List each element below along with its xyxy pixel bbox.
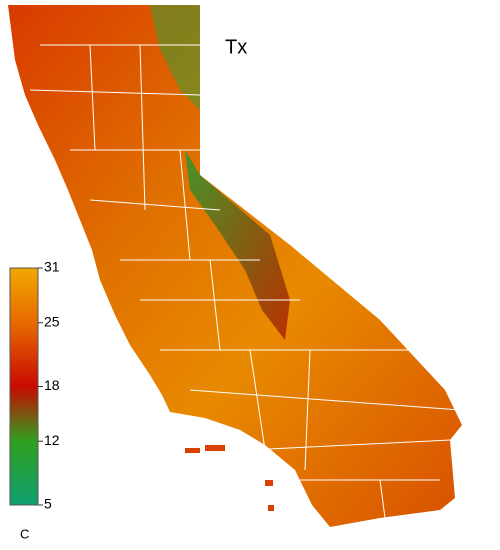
colorbar-tick-label: 18	[44, 377, 60, 393]
colorbar-tick-label: 12	[44, 432, 60, 448]
sierra-nevada	[185, 150, 290, 340]
colorbar-tick-label: 25	[44, 313, 60, 329]
county-lines	[29, 44, 461, 519]
state-shape	[8, 5, 462, 527]
colorbar-tick-label: 5	[44, 496, 52, 512]
california	[8, 5, 462, 527]
colorbar-unit: C	[20, 526, 29, 541]
colorbar-bar	[9, 267, 39, 506]
colorbar-tick-label: 31	[44, 259, 60, 275]
map-title: Tx	[225, 36, 247, 58]
northern-mountains	[150, 5, 200, 110]
island	[185, 445, 274, 511]
colorbar: 31 25 18 12 5	[9, 259, 60, 512]
